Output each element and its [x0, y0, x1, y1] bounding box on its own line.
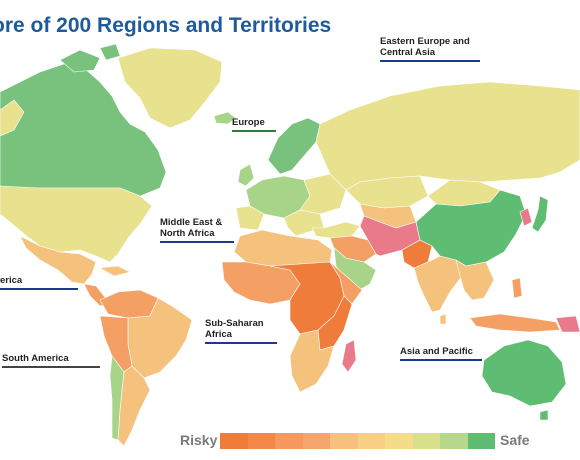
colombia-venezuela — [99, 289, 159, 319]
label-europe-underline — [232, 130, 276, 132]
legend-high-label: Safe — [500, 432, 530, 448]
label-mena-underline — [160, 241, 234, 243]
map-title: ore of 200 Regions and Territories — [0, 14, 332, 37]
label-eastern-europe: Eastern Europe and Central Asia — [380, 36, 480, 62]
label-ssa-line1: Sub-Saharan — [205, 318, 264, 329]
label-north-america: erica — [0, 275, 78, 290]
usa — [0, 185, 153, 263]
caribbean — [99, 265, 131, 277]
legend-swatch-10 — [467, 433, 495, 449]
indonesia — [469, 313, 561, 333]
papua — [555, 315, 580, 333]
legend-swatch-7 — [385, 433, 413, 449]
label-eastern-europe-underline — [380, 60, 480, 62]
chile — [109, 355, 125, 441]
philippines — [511, 277, 523, 299]
legend-swatch-9 — [440, 433, 468, 449]
label-south-america: South America — [2, 353, 100, 368]
legend-swatch-4 — [302, 433, 330, 449]
korea — [519, 207, 533, 227]
label-ssa: Sub-Saharan Africa — [205, 318, 277, 344]
turkey — [311, 221, 361, 239]
label-asia-pacific-underline — [400, 359, 482, 361]
label-asia-pacific-line1: Asia and Pacific — [400, 346, 473, 357]
madagascar — [341, 339, 357, 373]
legend-swatch-5 — [330, 433, 358, 449]
label-north-america-line1: erica — [0, 275, 23, 286]
sri-lanka — [439, 313, 447, 325]
label-eastern-europe-line1: Eastern Europe and — [380, 36, 470, 47]
label-mena: Middle East & North Africa — [160, 217, 234, 243]
label-europe-line1: Europe — [232, 117, 265, 128]
mexico — [19, 235, 97, 285]
arctic-islands — [59, 43, 121, 73]
label-mena-line1: Middle East & — [160, 217, 223, 228]
label-south-america-line1: South America — [2, 353, 69, 364]
iceland — [213, 111, 237, 125]
iran-afghanistan — [359, 215, 421, 257]
label-europe: Europe — [232, 117, 276, 132]
legend-swatch-6 — [357, 433, 385, 449]
southern-africa — [289, 329, 335, 393]
uk-ireland — [237, 163, 255, 187]
legend-swatch-2 — [247, 433, 275, 449]
legend-swatch-1 — [220, 433, 248, 449]
legend-swatch-8 — [412, 433, 440, 449]
label-south-america-underline — [2, 366, 100, 368]
legend-low-label: Risky — [180, 432, 218, 448]
australia — [481, 339, 567, 407]
label-eastern-europe-line2: Central Asia — [380, 47, 436, 58]
legend-swatch-3 — [275, 433, 303, 449]
label-ssa-line2: Africa — [205, 329, 232, 340]
china — [415, 189, 527, 267]
japan — [531, 195, 549, 233]
label-ssa-underline — [205, 342, 277, 344]
label-asia-pacific: Asia and Pacific — [400, 346, 482, 361]
label-mena-line2: North Africa — [160, 228, 215, 239]
russia — [315, 81, 580, 191]
southeast-asia — [455, 259, 495, 301]
alaska — [0, 99, 25, 137]
tasmania — [539, 409, 549, 421]
label-north-america-underline — [0, 288, 78, 290]
greenland — [117, 47, 223, 129]
india — [413, 255, 463, 313]
iberia — [235, 205, 265, 231]
legend-color-scale — [220, 433, 495, 449]
